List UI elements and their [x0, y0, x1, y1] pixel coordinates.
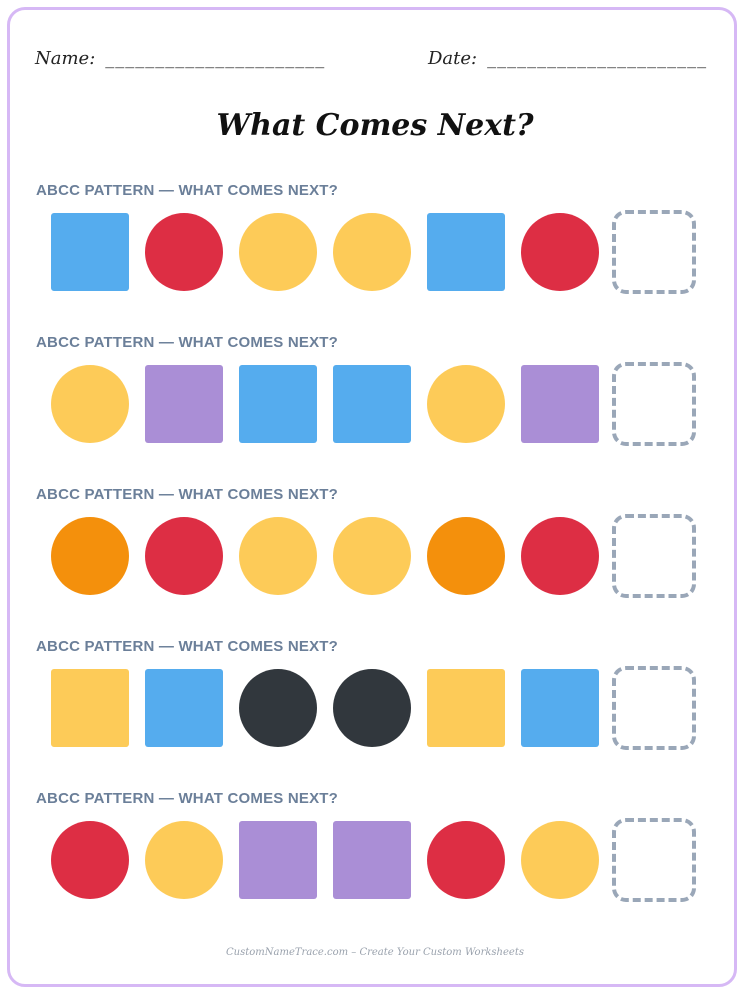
name-label: Name:	[35, 48, 96, 69]
orange-circle	[427, 517, 505, 595]
yellow-circle	[333, 213, 411, 291]
red-circle	[51, 821, 129, 899]
yellow-circle	[145, 821, 223, 899]
date-line: ______________________	[487, 48, 708, 69]
yellow-square	[51, 669, 129, 747]
purple-square	[333, 821, 411, 899]
blue-square	[333, 365, 411, 443]
black-circle	[239, 669, 317, 747]
date-label: Date:	[428, 48, 478, 69]
answer-box[interactable]	[612, 666, 696, 750]
pattern-label: ABCC PATTERN — WHAT COMES NEXT?	[36, 334, 339, 351]
purple-square	[239, 821, 317, 899]
answer-box[interactable]	[612, 362, 696, 446]
purple-square	[521, 365, 599, 443]
red-circle	[145, 213, 223, 291]
pattern-row: ABCC PATTERN — WHAT COMES NEXT?	[36, 182, 726, 322]
pattern-label: ABCC PATTERN — WHAT COMES NEXT?	[36, 638, 339, 655]
blue-square	[427, 213, 505, 291]
answer-box[interactable]	[612, 210, 696, 294]
yellow-circle	[239, 517, 317, 595]
pattern-label: ABCC PATTERN — WHAT COMES NEXT?	[36, 182, 339, 199]
pattern-row: ABCC PATTERN — WHAT COMES NEXT?	[36, 334, 726, 474]
red-circle	[521, 213, 599, 291]
pattern-row: ABCC PATTERN — WHAT COMES NEXT?	[36, 790, 726, 930]
worksheet-title: What Comes Next?	[216, 108, 534, 143]
red-circle	[427, 821, 505, 899]
date-field[interactable]: Date: ______________________	[428, 48, 707, 69]
name-field[interactable]: Name: ______________________	[35, 48, 325, 69]
blue-square	[239, 365, 317, 443]
pattern-row: ABCC PATTERN — WHAT COMES NEXT?	[36, 486, 726, 626]
red-circle	[145, 517, 223, 595]
orange-circle	[51, 517, 129, 595]
yellow-square	[427, 669, 505, 747]
name-line: ______________________	[105, 48, 326, 69]
blue-square	[145, 669, 223, 747]
footer-credit: CustomNameTrace.com – Create Your Custom…	[226, 947, 524, 958]
black-circle	[333, 669, 411, 747]
yellow-circle	[239, 213, 317, 291]
yellow-circle	[521, 821, 599, 899]
yellow-circle	[51, 365, 129, 443]
blue-square	[521, 669, 599, 747]
page-border	[7, 7, 737, 987]
pattern-row: ABCC PATTERN — WHAT COMES NEXT?	[36, 638, 726, 778]
red-circle	[521, 517, 599, 595]
yellow-circle	[333, 517, 411, 595]
pattern-label: ABCC PATTERN — WHAT COMES NEXT?	[36, 486, 339, 503]
answer-box[interactable]	[612, 514, 696, 598]
purple-square	[145, 365, 223, 443]
blue-square	[51, 213, 129, 291]
answer-box[interactable]	[612, 818, 696, 902]
yellow-circle	[427, 365, 505, 443]
pattern-label: ABCC PATTERN — WHAT COMES NEXT?	[36, 790, 339, 807]
